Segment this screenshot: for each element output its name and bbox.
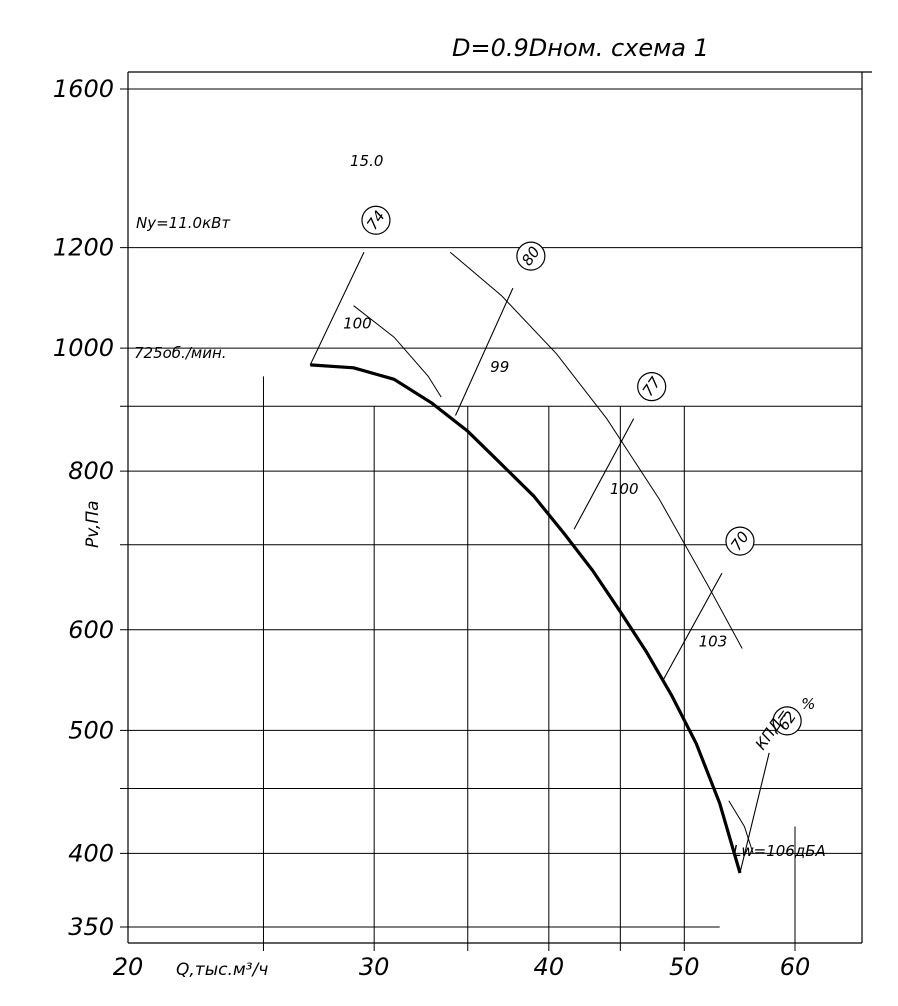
axes — [127, 71, 872, 944]
efficiency-circle — [516, 241, 546, 271]
x-tick-label: 60 — [780, 953, 811, 981]
noise-value: 99 — [490, 358, 509, 376]
y-tick-label: 1600 — [53, 75, 114, 103]
x-tick-label: 50 — [669, 953, 700, 981]
y-tick-label: 1000 — [53, 334, 114, 362]
x-axis-label: Q,тыс.м³/ч — [176, 960, 268, 980]
y-tick-label: 800 — [68, 457, 114, 485]
curves — [309, 251, 770, 874]
power-curve — [449, 251, 743, 649]
power-label: Ny=11.0кВт — [136, 214, 231, 232]
y-tick-label: 400 — [68, 839, 114, 867]
chart-title: D=0.9Dном. схема 1 — [452, 34, 709, 62]
efficiency-circle — [772, 706, 802, 736]
efficiency-circle — [361, 205, 391, 235]
x-tick-label: 20 — [113, 953, 144, 981]
efficiency-ray — [662, 572, 723, 681]
grid — [120, 88, 862, 951]
y-tick-label: 600 — [68, 616, 114, 644]
y-tick-label: 1200 — [53, 234, 114, 262]
efficiency-circle — [637, 372, 667, 402]
power-arc — [728, 800, 754, 854]
y-tick-label: 500 — [68, 716, 114, 744]
efficiency-unit: % — [801, 695, 815, 713]
efficiency-ray — [454, 287, 514, 416]
power-arc — [353, 305, 442, 398]
noise-value: 100 — [610, 480, 639, 498]
y-tick-label: 350 — [68, 913, 114, 941]
speed-label: 725об./мин. — [134, 344, 227, 362]
x-tick-label: 40 — [534, 953, 565, 981]
noise-label: Lw=106дБА — [733, 842, 826, 860]
efficiency-ray — [739, 752, 770, 874]
efficiency-circle — [725, 526, 755, 556]
power-curve-label: 15.0 — [350, 152, 383, 170]
x-tick-label: 30 — [359, 953, 390, 981]
pressure-curve — [310, 363, 742, 874]
efficiency-ray — [309, 251, 365, 366]
y-axis-label: Pv,Па — [83, 500, 103, 548]
efficiency-ray — [573, 418, 635, 530]
noise-value: 103 — [699, 632, 728, 650]
noise-value: 100 — [343, 315, 372, 333]
